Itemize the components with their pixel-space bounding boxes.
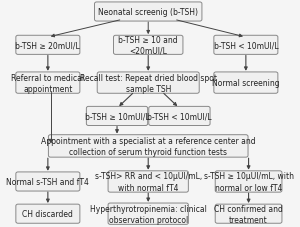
FancyBboxPatch shape — [108, 171, 188, 192]
Text: Normal s-TSH and fT4: Normal s-TSH and fT4 — [6, 177, 89, 186]
Text: b-TSH ≥ 10 and
<20mUI/L: b-TSH ≥ 10 and <20mUI/L — [118, 36, 178, 56]
Text: CH discarded: CH discarded — [22, 209, 73, 218]
Text: s-TSH> RR and < 10μUI/mL,
with normal fT4: s-TSH> RR and < 10μUI/mL, with normal fT… — [94, 172, 202, 192]
FancyBboxPatch shape — [16, 73, 80, 94]
Text: b-TSH < 10mUI/L: b-TSH < 10mUI/L — [147, 112, 212, 121]
Text: Normal screening: Normal screening — [212, 79, 280, 88]
FancyBboxPatch shape — [16, 204, 80, 223]
Text: CH confirmed and
treatment: CH confirmed and treatment — [214, 204, 283, 224]
FancyBboxPatch shape — [86, 107, 148, 126]
FancyBboxPatch shape — [97, 73, 199, 94]
FancyBboxPatch shape — [16, 36, 80, 55]
FancyBboxPatch shape — [16, 172, 80, 191]
FancyBboxPatch shape — [149, 107, 210, 126]
FancyBboxPatch shape — [214, 36, 278, 55]
Text: s-TSH ≥ 10μUI/mL, with
normal or low fT4: s-TSH ≥ 10μUI/mL, with normal or low fT4 — [204, 172, 294, 192]
Text: b-TSH ≥ 10mUI/L: b-TSH ≥ 10mUI/L — [85, 112, 149, 121]
Text: Neonatal screenig (b-TSH): Neonatal screenig (b-TSH) — [98, 8, 198, 17]
Text: Hyperthyrotropinemia: clinical
observation protocol: Hyperthyrotropinemia: clinical observati… — [90, 204, 207, 224]
Text: Appointment with a specialist at a reference center and
collection of serum thyr: Appointment with a specialist at a refer… — [41, 136, 256, 156]
Text: b-TSH < 10mUI/L: b-TSH < 10mUI/L — [214, 41, 278, 50]
Text: b-TSH ≥ 20mUI/L: b-TSH ≥ 20mUI/L — [16, 41, 80, 50]
Text: Recall test: Repeat dried blood spot
sample TSH: Recall test: Repeat dried blood spot sam… — [80, 73, 217, 93]
FancyBboxPatch shape — [48, 135, 248, 158]
Text: Referral to medical
appointment: Referral to medical appointment — [11, 73, 84, 93]
FancyBboxPatch shape — [108, 203, 188, 224]
FancyBboxPatch shape — [94, 3, 202, 22]
FancyBboxPatch shape — [215, 204, 282, 223]
FancyBboxPatch shape — [214, 73, 278, 94]
FancyBboxPatch shape — [113, 36, 183, 55]
FancyBboxPatch shape — [215, 171, 282, 192]
